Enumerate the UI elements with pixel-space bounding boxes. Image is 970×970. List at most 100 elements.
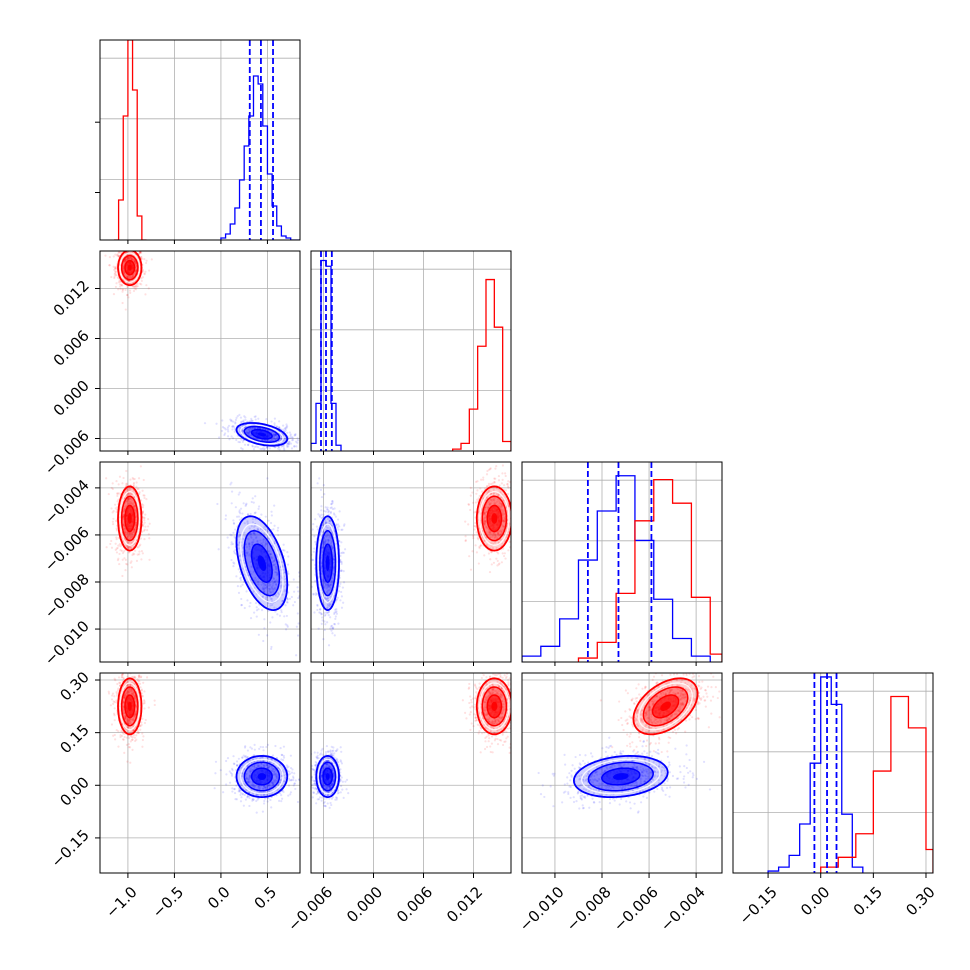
sample-point bbox=[496, 493, 499, 496]
sample-point bbox=[334, 515, 337, 518]
sample-point bbox=[121, 290, 124, 293]
sample-point bbox=[473, 511, 476, 514]
sample-point bbox=[286, 424, 289, 428]
sample-point bbox=[248, 553, 252, 556]
sample-point bbox=[494, 477, 497, 480]
sample-point bbox=[262, 587, 266, 591]
sample-point bbox=[140, 721, 143, 724]
sample-point bbox=[485, 526, 488, 529]
sample-point bbox=[115, 699, 118, 702]
sample-point bbox=[127, 535, 130, 538]
sample-point bbox=[321, 572, 324, 575]
sample-point bbox=[230, 543, 233, 546]
sample-point bbox=[231, 448, 233, 450]
sample-point bbox=[498, 502, 501, 505]
sample-point bbox=[333, 513, 336, 516]
sample-point bbox=[253, 426, 256, 430]
sample-point bbox=[508, 540, 511, 543]
sample-point bbox=[337, 518, 340, 521]
sample-point bbox=[492, 492, 495, 495]
sample-point bbox=[267, 519, 270, 522]
sample-point bbox=[111, 487, 114, 491]
sample-point bbox=[517, 536, 519, 538]
histogram-red-3 bbox=[820, 695, 933, 873]
sample-point bbox=[264, 543, 268, 546]
sample-point bbox=[237, 568, 240, 571]
sample-point bbox=[281, 593, 284, 596]
sample-point bbox=[238, 531, 241, 534]
sample-point bbox=[326, 606, 329, 609]
sample-point bbox=[226, 426, 230, 429]
sample-point bbox=[283, 588, 287, 591]
sample-point bbox=[272, 559, 276, 563]
sample-point bbox=[260, 583, 263, 586]
sample-point bbox=[496, 533, 500, 536]
sample-point bbox=[290, 595, 293, 599]
sample-point bbox=[266, 446, 269, 449]
sample-point bbox=[326, 508, 330, 511]
sample-point bbox=[143, 721, 147, 725]
sample-point bbox=[122, 508, 126, 511]
sample-point bbox=[251, 419, 254, 423]
sample-point bbox=[332, 567, 335, 570]
sample-point bbox=[231, 425, 234, 428]
sample-point bbox=[340, 595, 344, 598]
sample-point bbox=[119, 735, 122, 739]
sample-point bbox=[124, 533, 128, 536]
sample-point bbox=[128, 683, 132, 686]
sample-point bbox=[495, 546, 498, 550]
sample-point bbox=[137, 546, 140, 549]
sample-point bbox=[130, 276, 133, 279]
sample-point bbox=[137, 487, 140, 490]
sample-point bbox=[484, 520, 487, 523]
sample-point bbox=[499, 530, 502, 533]
sample-point bbox=[240, 438, 243, 441]
sample-point bbox=[134, 704, 138, 707]
sample-point bbox=[287, 555, 290, 558]
sample-point bbox=[289, 433, 292, 436]
sample-point bbox=[134, 696, 137, 699]
sample-point bbox=[122, 523, 126, 526]
sample-point bbox=[327, 644, 331, 647]
sample-point bbox=[322, 530, 325, 533]
sample-point bbox=[235, 438, 238, 442]
sample-point bbox=[494, 533, 497, 536]
sample-point bbox=[247, 428, 250, 431]
sample-point bbox=[130, 546, 133, 549]
sample-point bbox=[321, 516, 325, 519]
sample-point bbox=[144, 513, 147, 516]
sample-point bbox=[274, 580, 277, 583]
sample-point bbox=[240, 597, 243, 601]
sample-point bbox=[228, 438, 231, 441]
sample-point bbox=[133, 285, 136, 288]
sample-point bbox=[142, 670, 144, 672]
sample-point bbox=[124, 558, 127, 561]
sample-point bbox=[327, 538, 330, 541]
contour-highlight bbox=[119, 252, 141, 283]
sample-point bbox=[319, 611, 322, 615]
sample-point bbox=[497, 474, 500, 478]
sample-point bbox=[320, 565, 323, 568]
sample-point bbox=[302, 445, 304, 447]
sample-point bbox=[134, 263, 137, 266]
sample-point bbox=[136, 546, 139, 549]
sample-point bbox=[264, 539, 267, 542]
sample-point bbox=[269, 588, 272, 591]
sample-point bbox=[131, 692, 135, 695]
sample-point bbox=[132, 675, 135, 678]
sample-point bbox=[242, 419, 245, 422]
sample-point bbox=[127, 541, 131, 545]
sample-point bbox=[489, 467, 492, 470]
sample-point bbox=[269, 553, 272, 556]
sample-point bbox=[132, 690, 135, 693]
sample-point bbox=[340, 569, 343, 572]
sample-point bbox=[107, 692, 111, 695]
sample-point bbox=[128, 243, 130, 245]
sample-point bbox=[300, 447, 302, 449]
sample-point bbox=[128, 498, 131, 501]
sample-point bbox=[313, 547, 316, 550]
sample-point bbox=[114, 274, 117, 277]
sample-point bbox=[129, 478, 132, 481]
sample-point bbox=[123, 695, 127, 699]
